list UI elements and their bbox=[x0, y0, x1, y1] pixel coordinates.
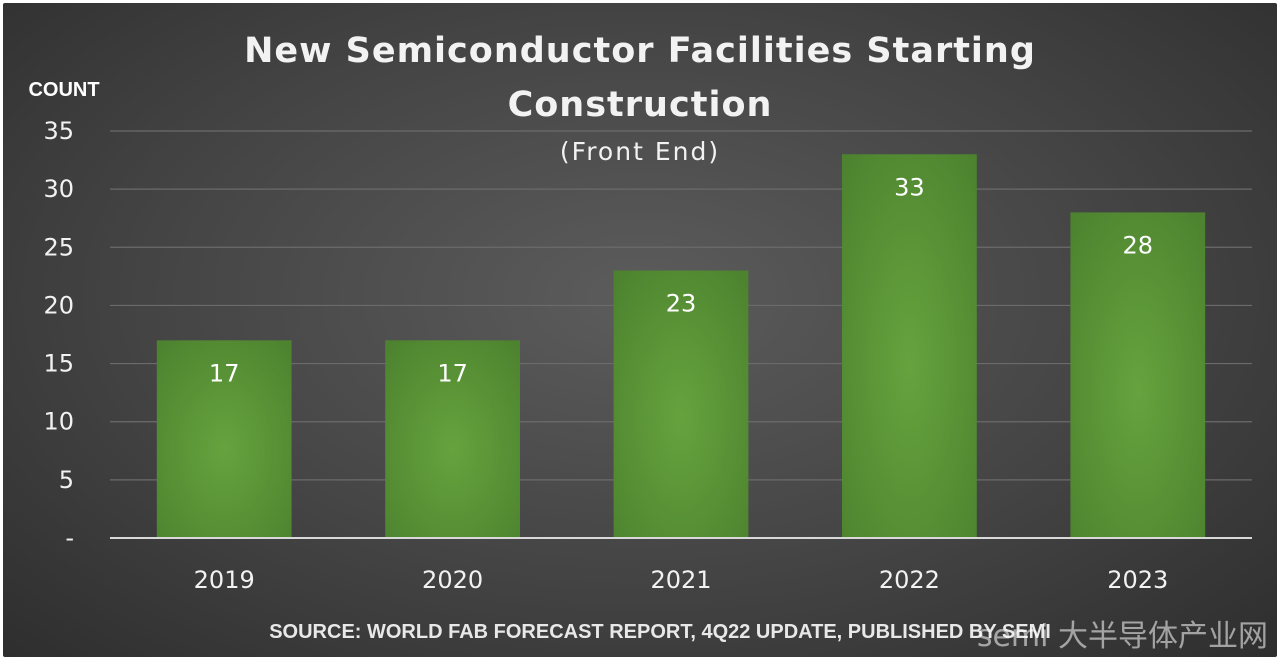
bar-value-label: 23 bbox=[666, 290, 697, 318]
watermark: semi 大半导体产业网 bbox=[977, 619, 1268, 654]
bar-value-label: 17 bbox=[437, 359, 468, 387]
chart-title-line-2: Construction bbox=[508, 85, 773, 125]
bars: 17 17 23 33 28 bbox=[156, 154, 1206, 538]
chart-title-line-1: New Semiconductor Facilities Starting bbox=[244, 31, 1036, 71]
y-tick-label: 30 bbox=[43, 175, 74, 203]
bar-2019 bbox=[156, 340, 292, 538]
x-tick-label: 2022 bbox=[879, 566, 940, 594]
y-axis-label: COUNT bbox=[28, 79, 99, 101]
y-tick-label: 25 bbox=[43, 233, 74, 261]
x-tick-label: 2020 bbox=[422, 566, 483, 594]
bar-value-label: 33 bbox=[894, 173, 925, 201]
y-tick-label: - bbox=[65, 524, 74, 552]
x-tick-label: 2021 bbox=[650, 566, 711, 594]
y-tick-label: 5 bbox=[59, 466, 74, 494]
bar-2022 bbox=[842, 154, 977, 538]
y-tick-label: 20 bbox=[43, 291, 74, 319]
y-tick-label: 15 bbox=[43, 350, 74, 378]
bar-value-label: 17 bbox=[209, 359, 240, 387]
y-tick-label: 10 bbox=[43, 408, 74, 436]
x-tick-label: 2019 bbox=[194, 566, 255, 594]
bar-2023 bbox=[1070, 212, 1206, 538]
bar-value-label: 28 bbox=[1123, 231, 1154, 259]
y-tick-label: 35 bbox=[43, 117, 74, 145]
bar-2021 bbox=[613, 270, 749, 538]
x-axis-ticks: 2019 2020 2021 2022 2023 bbox=[194, 566, 1169, 594]
x-tick-label: 2023 bbox=[1107, 566, 1168, 594]
chart-subtitle: (Front End) bbox=[560, 137, 720, 166]
y-axis-ticks: - 5 10 15 20 25 30 35 bbox=[43, 117, 74, 552]
source-note: SOURCE: WORLD FAB FORECAST REPORT, 4Q22 … bbox=[269, 621, 1051, 643]
bar-2020 bbox=[385, 340, 520, 538]
